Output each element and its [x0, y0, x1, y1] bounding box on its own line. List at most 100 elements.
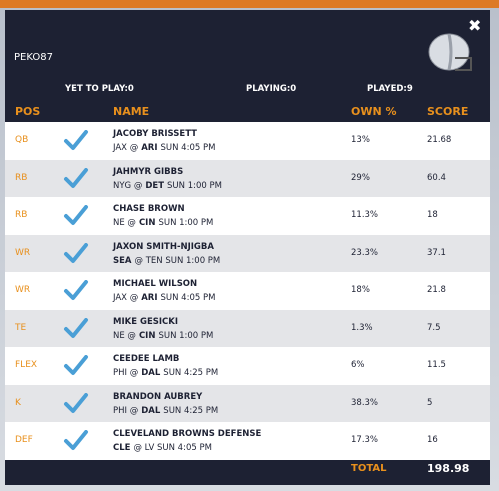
table-row: QB JACOBY BRISSETT JAX @ ARI SUN 4:05 PM 13% 2…: [5, 122, 490, 160]
helmet-icon: [428, 33, 472, 71]
player-name: CHASE BROWN: [113, 204, 185, 214]
check-icon: [64, 430, 88, 450]
player-name: CEEDEE LAMB: [113, 354, 180, 364]
position: FLEX: [15, 360, 38, 370]
player-name: MICHAEL WILSON: [113, 279, 198, 289]
col-header: POS: [15, 105, 41, 118]
game-part: SUN 4:25 PM: [163, 405, 219, 416]
game-info: CLE @ LV SUN 4:05 PM: [113, 443, 215, 453]
player-name: BRANDON AUBREY: [113, 391, 203, 402]
game-part: JAX @: [113, 293, 139, 303]
check-icon: [64, 280, 88, 300]
check-icon: [64, 205, 88, 225]
player-name: JAHMYR GIBBS: [113, 166, 184, 177]
table-row: RB JAHMYR GIBBS NYG @ DET SUN 1:00 PM 29% 60.4: [5, 159, 490, 197]
position: RB: [15, 172, 28, 183]
total-value: 198.98: [427, 462, 470, 475]
game-part: ARI: [141, 293, 158, 303]
position: QB: [15, 135, 29, 145]
table-row: FLEX CEEDEE LAMB PHI @ DAL SUN 4:25 PM 6% 11.5: [5, 347, 490, 385]
game-part: CIN: [138, 218, 156, 228]
check-icon: [64, 355, 88, 375]
ownership: 1.3%: [351, 322, 373, 333]
game-part: SEA: [113, 255, 132, 266]
username: PEKO87: [14, 52, 53, 63]
check-icon: [64, 167, 88, 188]
game-part: SUN 4:05 PM: [160, 293, 216, 303]
score: 16: [427, 435, 438, 445]
ownership: 23.3%: [351, 247, 379, 258]
game-part: CIN: [138, 330, 156, 341]
game-part: NYG @: [113, 180, 143, 191]
game-info: JAX @ ARI SUN 4:05 PM: [113, 293, 218, 303]
status-playing: PLAYING:0: [246, 84, 297, 94]
game-part: @ TEN SUN 1:00 PM: [134, 255, 221, 266]
close-button[interactable]: ✖: [468, 16, 482, 35]
game-part: JAX @: [113, 143, 139, 153]
game-info: NE @ CIN SUN 1:00 PM: [113, 331, 216, 341]
player-name: CLEVELAND BROWNS DEFENSE: [113, 429, 262, 439]
game-part: SUN 1:00 PM: [158, 218, 214, 228]
col-header: SCORE: [427, 105, 469, 118]
game-part: DET: [145, 180, 165, 191]
ownership: 38.3%: [351, 397, 379, 408]
score: 11.5: [427, 360, 446, 370]
game-part: SUN 1:00 PM: [167, 180, 222, 191]
score: 5: [427, 397, 433, 408]
game-part: SUN 4:25 PM: [163, 368, 219, 378]
table-row: DEF CLEVELAND BROWNS DEFENSE CLE @ LV SUN 4…: [5, 422, 490, 460]
lineup-modal: ✖ PEKO87 YET TO PLAY:0 PLAYING:0 PLAYED:…: [5, 10, 490, 485]
col-header: NAME: [113, 105, 150, 118]
total-label: TOTAL: [351, 463, 387, 474]
check-icon: [64, 242, 88, 263]
game-part: SUN 1:00 PM: [158, 330, 214, 341]
check-icon: [64, 130, 88, 150]
table-row: K BRANDON AUBREY PHI @ DAL SUN 4:25 PM 38.3% 5: [5, 384, 490, 422]
game-part: CLE: [113, 443, 131, 453]
game-info: JAX @ ARI SUN 4:05 PM: [113, 143, 218, 153]
score: 37.1: [427, 247, 446, 258]
position: WR: [15, 285, 31, 295]
ownership: 18%: [351, 285, 370, 295]
table-row: WR MICHAEL WILSON JAX @ ARI SUN 4:05 PM 18% 21…: [5, 272, 490, 310]
game-info: SEA @ TEN SUN 1:00 PM: [113, 256, 223, 266]
position: TE: [15, 322, 27, 333]
position: WR: [15, 247, 31, 258]
status-yet: YET TO PLAY:0: [65, 84, 134, 94]
score: 21.8: [427, 285, 446, 295]
game-part: ARI: [141, 143, 158, 153]
game-part: DAL: [141, 368, 161, 378]
check-icon: [64, 392, 88, 413]
game-info: NYG @ DET SUN 1:00 PM: [113, 181, 225, 191]
col-header: OWN %: [351, 105, 397, 118]
game-part: SUN 4:05 PM: [160, 143, 216, 153]
table-row: RB CHASE BROWN NE @ CIN SUN 1:00 PM 11.3% 18: [5, 197, 490, 235]
ownership: 6%: [351, 360, 365, 370]
player-name: MIKE GESICKI: [113, 316, 179, 327]
table-row: WR JAXON SMITH-NJIGBA SEA @ TEN SUN 1:00 PM…: [5, 234, 490, 272]
game-info: PHI @ DAL SUN 4:25 PM: [113, 406, 221, 416]
score: 21.68: [427, 135, 452, 145]
game-info: NE @ CIN SUN 1:00 PM: [113, 218, 216, 228]
table-row: TE MIKE GESICKI NE @ CIN SUN 1:00 PM 1.3% 7.5: [5, 309, 490, 347]
player-name: JACOBY BRISSETT: [113, 129, 197, 139]
check-icon: [64, 317, 88, 338]
score: 7.5: [427, 322, 441, 333]
ownership: 11.3%: [351, 210, 379, 220]
ownership: 13%: [351, 135, 370, 145]
game-part: PHI @: [113, 405, 139, 416]
game-part: PHI @: [113, 368, 139, 378]
game-info: PHI @ DAL SUN 4:25 PM: [113, 368, 221, 378]
ownership: 17.3%: [351, 435, 379, 445]
position: RB: [15, 210, 28, 220]
game-part: NE @: [113, 330, 136, 341]
game-part: NE @: [113, 218, 136, 228]
score: 18: [427, 210, 438, 220]
position: DEF: [15, 435, 33, 445]
ownership: 29%: [351, 172, 370, 183]
position: K: [15, 397, 21, 408]
game-part: @ LV SUN 4:05 PM: [133, 443, 212, 453]
player-name: JAXON SMITH-NJIGBA: [113, 241, 214, 252]
score: 60.4: [427, 172, 446, 183]
